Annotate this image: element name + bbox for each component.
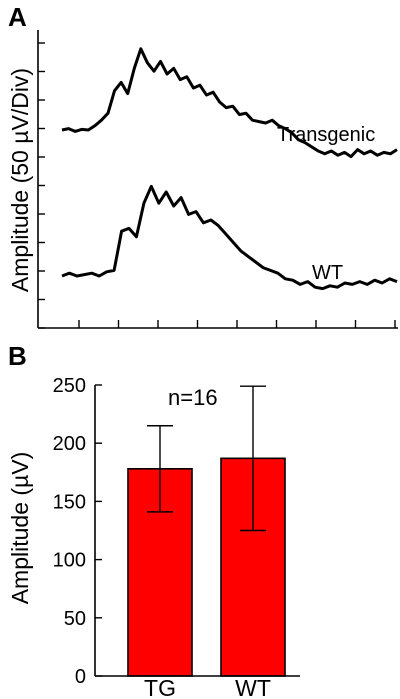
panel-label-b: B <box>8 341 27 371</box>
trace-wt <box>61 184 398 291</box>
y-tick-label: 50 <box>64 608 86 630</box>
y-ticks-a <box>38 42 45 329</box>
y-ticks-b: 0 50 100 150 200 250 <box>53 375 102 688</box>
annotation-n: n=16 <box>168 385 218 410</box>
trace-label-wt: WT <box>312 262 343 284</box>
bars: TG WT <box>127 385 286 699</box>
traces <box>61 47 398 291</box>
panel-b: B Amplitude (µV) 0 50 100 150 200 250 TG WT n=… <box>7 341 300 699</box>
category-label: WT <box>235 675 271 699</box>
y-axis-title-a: Amplitude (50 µV/Div) <box>7 68 33 292</box>
y-tick-label: 250 <box>53 375 86 397</box>
trace-label-transgenic: Transgenic <box>277 124 375 146</box>
panel-a: A Amplitude (50 µV/Div) Transgenic WT <box>7 2 398 329</box>
trace-transgenic <box>61 47 398 159</box>
y-tick-label: 100 <box>53 550 86 572</box>
y-tick-label: 200 <box>53 433 86 455</box>
category-label: TG <box>144 675 176 699</box>
y-axis-title-b: Amplitude (µV) <box>7 452 33 605</box>
panel-label-a: A <box>8 2 27 32</box>
x-ticks-a <box>78 320 396 328</box>
y-tick-label: 150 <box>53 491 86 513</box>
y-tick-label: 0 <box>75 666 86 688</box>
